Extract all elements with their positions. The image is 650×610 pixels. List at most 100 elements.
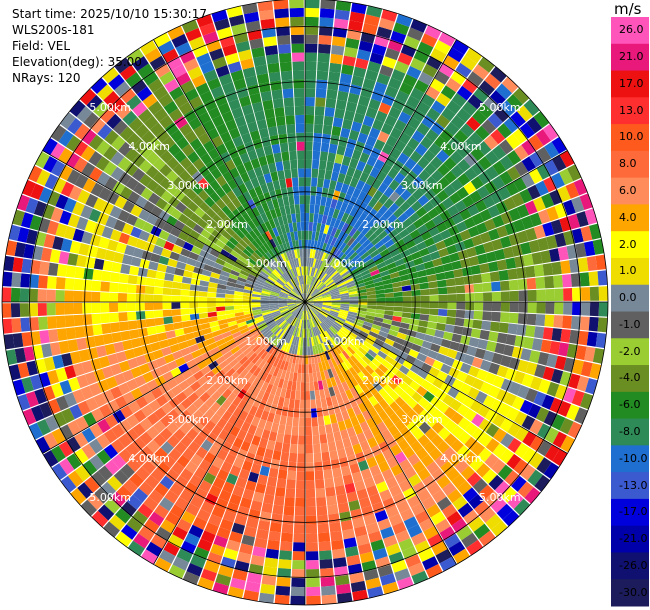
range-gate (207, 292, 217, 298)
range-gate (417, 368, 429, 380)
range-gate (296, 346, 301, 356)
range-gate (166, 56, 183, 71)
range-gate (97, 465, 113, 481)
range-gate (287, 334, 293, 344)
range-gate (190, 278, 201, 286)
range-gate (295, 213, 301, 223)
range-gate (592, 348, 605, 364)
range-gate (478, 171, 492, 185)
range-gate (339, 164, 349, 175)
range-gate (281, 79, 293, 90)
range-gate (242, 488, 255, 500)
range-gate (475, 391, 488, 404)
range-gate (405, 194, 418, 207)
range-gate (595, 254, 607, 270)
range-gate (76, 337, 88, 351)
range-gate (311, 177, 318, 187)
range-gate (162, 454, 176, 469)
range-gate (318, 284, 326, 291)
range-gate (293, 524, 305, 534)
range-gate (351, 471, 363, 483)
range-gate (371, 324, 382, 331)
range-gate (450, 439, 464, 453)
range-gate (233, 334, 244, 343)
range-gate (240, 421, 251, 433)
range-gate (103, 145, 118, 161)
range-gate (525, 265, 536, 278)
range-gate (454, 200, 467, 213)
range-gate (231, 107, 244, 119)
range-gate (142, 371, 155, 383)
range-gate (256, 204, 265, 215)
range-gate (542, 366, 555, 381)
range-gate (296, 276, 301, 285)
range-gate (225, 226, 236, 237)
range-gate (349, 293, 359, 298)
range-gate (30, 331, 41, 346)
range-gate (251, 355, 261, 365)
range-gate (352, 352, 362, 362)
range-gate (294, 204, 300, 214)
range-gate (279, 307, 289, 312)
range-gate (314, 316, 320, 326)
range-gate (190, 453, 204, 467)
range-gate (411, 163, 424, 176)
range-gate (476, 185, 490, 199)
range-gate (339, 242, 347, 252)
range-gate (216, 306, 226, 312)
range-gate (232, 155, 243, 167)
range-gate (318, 35, 332, 45)
range-gate (535, 407, 550, 423)
range-gate (339, 290, 349, 295)
range-gate (311, 168, 319, 178)
range-gate (279, 206, 287, 216)
range-gate (358, 358, 368, 368)
range-gate (300, 284, 304, 294)
range-gate (298, 295, 305, 302)
range-gate (330, 289, 339, 294)
range-gate (72, 389, 86, 404)
range-gate (462, 487, 478, 503)
range-gate (549, 189, 563, 206)
range-gate (327, 225, 334, 236)
range-gate (292, 372, 298, 382)
range-gate (358, 391, 369, 403)
range-gate (83, 412, 97, 427)
range-gate (43, 233, 56, 249)
range-gate (127, 320, 138, 330)
range-gate (341, 64, 354, 76)
ray-sector (243, 302, 305, 602)
range-gate (277, 568, 291, 578)
range-gate (355, 260, 365, 268)
range-gate (277, 170, 285, 180)
range-gate (491, 520, 508, 537)
range-gate (226, 392, 237, 403)
range-gate (87, 493, 104, 510)
range-gate (331, 126, 342, 137)
range-gate (309, 213, 314, 223)
range-gate (375, 289, 385, 295)
range-gate (389, 412, 401, 425)
range-gate (316, 325, 322, 335)
range-gate (115, 351, 127, 363)
range-gate (409, 364, 421, 375)
range-gate (499, 171, 513, 186)
range-gate (256, 389, 266, 400)
range-gate (312, 159, 320, 169)
range-gate (434, 265, 445, 274)
range-gate (280, 253, 287, 263)
range-gate (247, 374, 257, 385)
range-gate (329, 180, 337, 190)
range-gate (450, 412, 464, 425)
range-gate (272, 227, 280, 237)
range-gate (317, 52, 330, 63)
range-gate (197, 177, 210, 190)
range-gate (288, 141, 297, 152)
range-gate (80, 145, 96, 162)
range-gate (200, 530, 216, 544)
range-gate (50, 207, 64, 223)
range-gate (192, 397, 205, 410)
range-gate (292, 560, 305, 570)
range-gate (167, 258, 178, 268)
range-gate (367, 294, 377, 299)
